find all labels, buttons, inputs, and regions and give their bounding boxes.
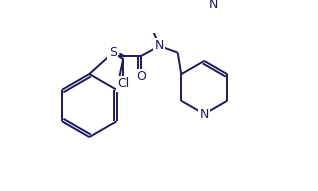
Text: N: N — [200, 108, 209, 121]
Text: N: N — [155, 40, 164, 53]
Text: N: N — [208, 0, 218, 11]
Text: Cl: Cl — [117, 77, 129, 90]
Text: O: O — [136, 70, 146, 83]
Text: S: S — [109, 46, 117, 59]
